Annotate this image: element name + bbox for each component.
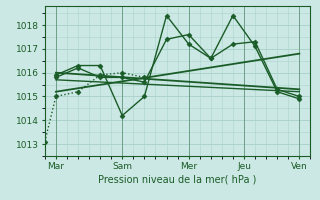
X-axis label: Pression niveau de la mer( hPa ): Pression niveau de la mer( hPa )	[99, 175, 257, 185]
